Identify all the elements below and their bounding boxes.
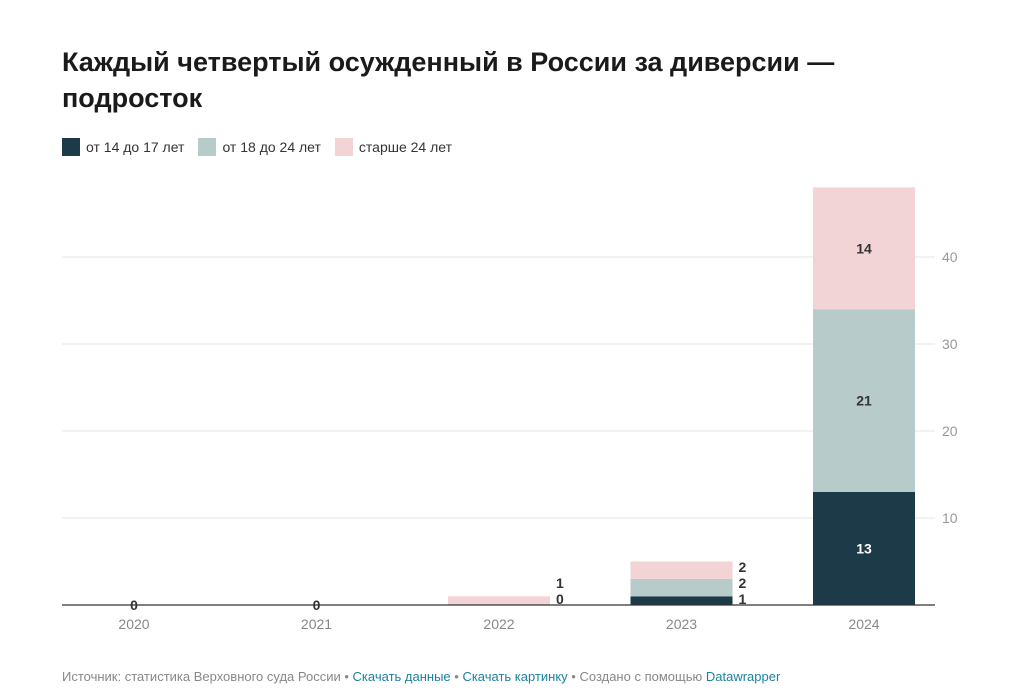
legend-label: от 14 до 17 лет <box>86 139 185 155</box>
legend-item: от 14 до 17 лет <box>62 138 184 156</box>
bar-segment <box>630 578 733 597</box>
x-tick-label: 2020 <box>118 616 149 632</box>
y-tick-label: 10 <box>942 510 958 526</box>
source-text: Источник: статистика Верховного суда Рос… <box>62 669 341 684</box>
legend-item: от 18 до 24 лет <box>198 138 321 156</box>
separator: • <box>450 669 463 684</box>
bar-segment <box>813 187 915 310</box>
data-label: 2 <box>739 575 747 591</box>
bar-segment <box>813 309 915 492</box>
y-tick-label: 30 <box>942 336 958 352</box>
bar-segment <box>630 561 733 579</box>
data-label: 21 <box>856 393 872 409</box>
y-tick-label: 40 <box>942 249 958 265</box>
x-tick-label: 2024 <box>848 616 879 632</box>
bar-segment <box>448 596 550 605</box>
datawrapper-link[interactable]: Datawrapper <box>705 669 781 684</box>
x-tick-label: 2023 <box>666 616 697 632</box>
bar-segment <box>813 491 915 605</box>
data-label: 14 <box>856 240 872 256</box>
created-text: Создано с помощью <box>579 669 703 684</box>
data-label: 0 <box>556 591 564 607</box>
bar-segment <box>630 596 733 605</box>
x-tick-label: 2021 <box>301 616 332 632</box>
legend-item: старше 24 лет <box>334 138 453 156</box>
legend-swatch <box>334 138 353 156</box>
data-label: 1 <box>556 575 564 591</box>
download-data-link[interactable]: Скачать данные <box>352 669 451 684</box>
separator: • <box>340 669 353 684</box>
legend-swatch <box>62 138 80 156</box>
x-tick-label: 2022 <box>483 616 514 632</box>
data-label: 1 <box>739 591 747 607</box>
legend-label: от 18 до 24 лет <box>222 139 321 155</box>
data-label: 2 <box>739 559 747 575</box>
footer: Источник: статистика Верховного суда Рос… <box>62 669 780 684</box>
download-image-link[interactable]: Скачать картинку <box>462 669 568 684</box>
legend-label: старше 24 лет <box>358 139 453 155</box>
data-label: 13 <box>856 540 872 556</box>
separator: • <box>567 669 580 684</box>
chart-title: Каждый четвертый осужденный в России за … <box>62 47 835 113</box>
legend-swatch <box>198 138 217 156</box>
legend: от 14 до 17 лет от 18 до 24 лет старше 2… <box>62 138 452 156</box>
y-tick-label: 20 <box>942 423 958 439</box>
